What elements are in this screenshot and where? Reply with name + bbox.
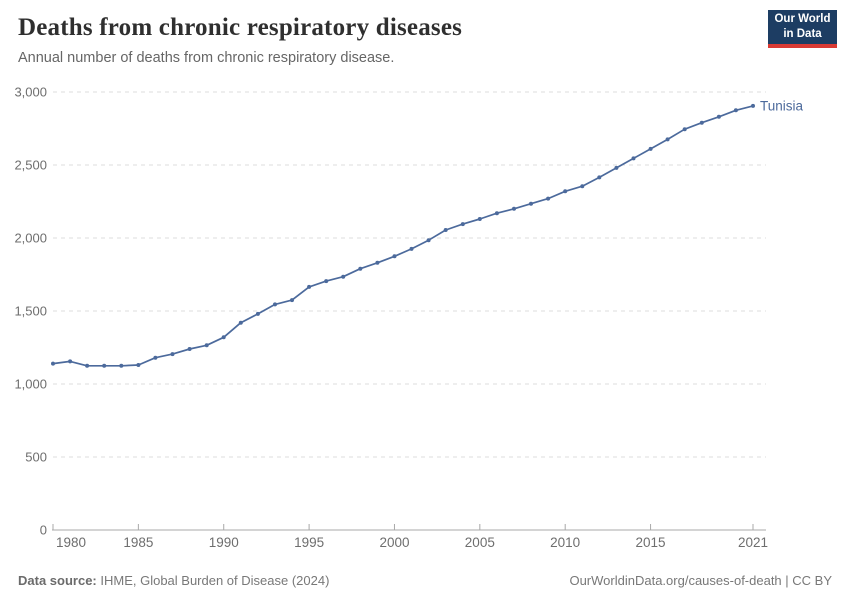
- data-point-marker: [358, 266, 363, 271]
- data-point-marker: [546, 196, 551, 201]
- data-point-marker: [409, 246, 414, 251]
- data-point-marker: [631, 156, 636, 161]
- x-tick-label: 2015: [636, 535, 666, 550]
- data-point-marker: [665, 137, 670, 142]
- data-point-marker: [119, 363, 124, 368]
- y-tick-label: 1,000: [14, 377, 47, 392]
- owid-logo[interactable]: Our World in Data: [768, 10, 837, 48]
- data-point-marker: [529, 201, 533, 206]
- data-point-marker: [648, 146, 653, 151]
- data-point-marker: [273, 302, 277, 307]
- data-point-marker: [221, 335, 226, 340]
- x-tick-label: 1985: [123, 535, 153, 550]
- y-tick-label: 2,000: [14, 231, 47, 246]
- data-point-marker: [204, 343, 209, 348]
- datasource-label: Data source:: [18, 573, 97, 588]
- data-point-marker: [733, 108, 738, 113]
- data-point-marker: [392, 254, 397, 259]
- series-end-label: Tunisia: [760, 98, 804, 113]
- data-point-marker: [375, 260, 380, 265]
- data-point-marker: [494, 211, 499, 216]
- data-point-marker: [238, 320, 243, 325]
- y-tick-label: 1,500: [14, 304, 47, 319]
- data-point-marker: [426, 238, 431, 243]
- data-point-marker: [460, 222, 465, 227]
- trend-line: [52, 105, 754, 367]
- data-point-marker: [512, 206, 516, 211]
- data-point-marker: [682, 127, 687, 132]
- data-point-marker: [614, 165, 619, 170]
- data-point-marker: [290, 298, 294, 303]
- x-tick-label: 1990: [209, 535, 239, 550]
- x-tick-label: 2010: [550, 535, 580, 550]
- data-point-marker: [477, 217, 482, 221]
- chart-title: Deaths from chronic respiratory diseases: [18, 14, 463, 41]
- chart-header: Deaths from chronic respiratory diseases…: [18, 14, 748, 66]
- data-point-marker: [170, 352, 175, 357]
- data-point-marker: [307, 284, 312, 289]
- y-tick-label: 0: [40, 523, 47, 538]
- data-point-marker: [255, 311, 260, 316]
- data-point-marker: [443, 228, 448, 232]
- datasource-value: IHME, Global Burden of Disease (2024): [96, 573, 330, 588]
- data-point-marker: [716, 114, 721, 119]
- owid-logo-line2: in Data: [783, 28, 822, 40]
- data-point-marker: [563, 189, 568, 194]
- x-tick-label: 2021: [738, 535, 768, 550]
- data-point-marker: [136, 363, 141, 367]
- data-point-marker: [580, 184, 585, 189]
- y-tick-label: 3,000: [14, 85, 47, 100]
- data-point-marker: [68, 359, 73, 364]
- chart-footer: Data source: IHME, Global Burden of Dise…: [18, 573, 832, 588]
- data-point-marker: [102, 363, 107, 368]
- chart-subtitle: Annual number of deaths from chronic res…: [18, 50, 395, 66]
- data-point-marker: [85, 363, 90, 368]
- data-point-marker: [153, 355, 158, 360]
- data-point-marker: [324, 279, 329, 284]
- data-point-marker: [341, 274, 346, 279]
- owid-logo-line1: Our World: [774, 13, 831, 26]
- data-point-marker: [51, 361, 55, 366]
- x-tick-label: 2000: [379, 535, 409, 550]
- y-tick-label: 500: [25, 450, 47, 465]
- y-tick-label: 2,500: [14, 158, 47, 173]
- data-point-marker: [187, 347, 192, 351]
- data-point-marker: [699, 120, 704, 125]
- x-tick-label: 1980: [56, 535, 86, 550]
- x-tick-label: 1995: [294, 535, 324, 550]
- datasource-text: Data source: IHME, Global Burden of Dise…: [18, 573, 329, 588]
- x-tick-label: 2005: [465, 535, 495, 550]
- data-point-marker: [751, 103, 755, 108]
- footer-license-link[interactable]: OurWorldinData.org/causes-of-death | CC …: [569, 573, 832, 588]
- data-point-marker: [597, 175, 602, 180]
